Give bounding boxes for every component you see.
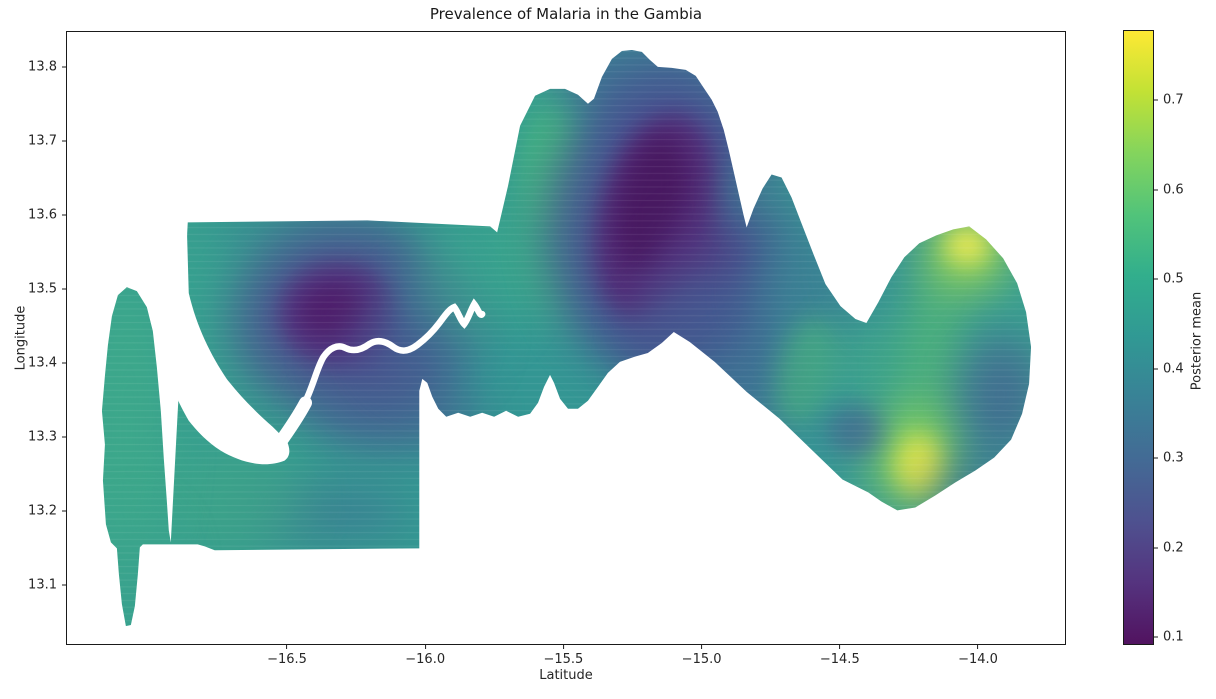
tick-label: 0.1 <box>1163 629 1184 645</box>
tick-mark <box>1154 189 1158 190</box>
tick-label: 13.2 <box>28 503 57 519</box>
tick: 13.3 <box>0 431 66 444</box>
colorbar-gradient <box>1124 31 1153 644</box>
tick-label: −14.5 <box>819 652 860 667</box>
tick-label: 13.3 <box>28 429 57 445</box>
tick-label: 13.5 <box>28 281 57 297</box>
tick: 0.2 <box>1154 541 1184 554</box>
colorbar <box>1123 30 1154 645</box>
tick-label: 13.1 <box>28 577 57 593</box>
tick-mark <box>1154 547 1158 548</box>
tick-mark <box>62 140 66 142</box>
tick: −16.0 <box>405 645 445 666</box>
tick-label: 13.4 <box>28 355 57 371</box>
tick-mark <box>839 645 841 649</box>
tick-mark <box>1154 636 1158 638</box>
tick-label: 0.5 <box>1163 271 1184 287</box>
tick: 13.5 <box>0 283 66 296</box>
tick-mark <box>62 362 66 364</box>
tick: 13.6 <box>0 209 66 222</box>
tick-mark <box>62 66 66 68</box>
tick-mark <box>1154 457 1158 459</box>
tick: −15.0 <box>682 645 722 666</box>
tick: 13.4 <box>0 357 66 370</box>
tick-mark <box>701 645 703 649</box>
tick-label: −15.5 <box>543 652 584 667</box>
tick: −15.5 <box>543 645 583 666</box>
tick-label: 0.4 <box>1163 361 1184 376</box>
gambia-river-gap-upper <box>275 298 486 448</box>
tick-label: 0.6 <box>1163 182 1184 197</box>
plot-area <box>66 31 1066 645</box>
tick-mark <box>424 645 426 649</box>
gambia-prevalence-map <box>101 49 1032 627</box>
tick: 0.1 <box>1154 631 1184 644</box>
tick-label: 13.8 <box>28 59 57 75</box>
tick-mark <box>286 645 288 649</box>
tick-mark <box>62 288 66 290</box>
tick-label: 0.2 <box>1163 540 1184 555</box>
tick-mark <box>62 584 66 586</box>
tick-label: 0.3 <box>1163 450 1184 466</box>
tick: −16.5 <box>267 645 307 666</box>
tick: 0.4 <box>1154 362 1184 375</box>
tick-mark <box>1154 99 1158 101</box>
tick: 0.5 <box>1154 273 1184 286</box>
river-estuary-gap <box>150 224 290 465</box>
tick-label: 13.6 <box>28 207 57 223</box>
tick-label: 0.7 <box>1163 92 1184 108</box>
tick: 13.1 <box>0 579 66 592</box>
tick-label: −16.0 <box>405 652 446 667</box>
plot-title: Prevalence of Malaria in the Gambia <box>429 5 703 23</box>
tick-label: 13.7 <box>28 133 57 149</box>
tick: 0.6 <box>1154 183 1184 196</box>
tick-mark <box>62 436 66 438</box>
tick-mark <box>562 645 564 649</box>
prevalence-surface <box>101 49 1032 627</box>
tick-label: −15.0 <box>681 652 722 667</box>
x-axis-label: Latitude <box>539 668 593 683</box>
tick-mark <box>1154 368 1158 369</box>
tick: 0.3 <box>1154 452 1184 465</box>
tick: 13.2 <box>0 505 66 518</box>
tick: 13.7 <box>0 135 66 148</box>
tick: 13.8 <box>0 61 66 74</box>
tick: 0.7 <box>1154 94 1184 107</box>
tick: −14.5 <box>820 645 860 666</box>
tick-label: −16.5 <box>267 652 307 667</box>
tick-mark <box>62 214 66 216</box>
tick-mark <box>977 645 979 649</box>
tick: −14.0 <box>958 645 998 666</box>
tick-mark <box>1154 278 1158 280</box>
tick-label: −14.0 <box>958 652 998 667</box>
tick-mark <box>62 510 66 512</box>
colorbar-label: Posterior mean <box>1189 291 1205 391</box>
